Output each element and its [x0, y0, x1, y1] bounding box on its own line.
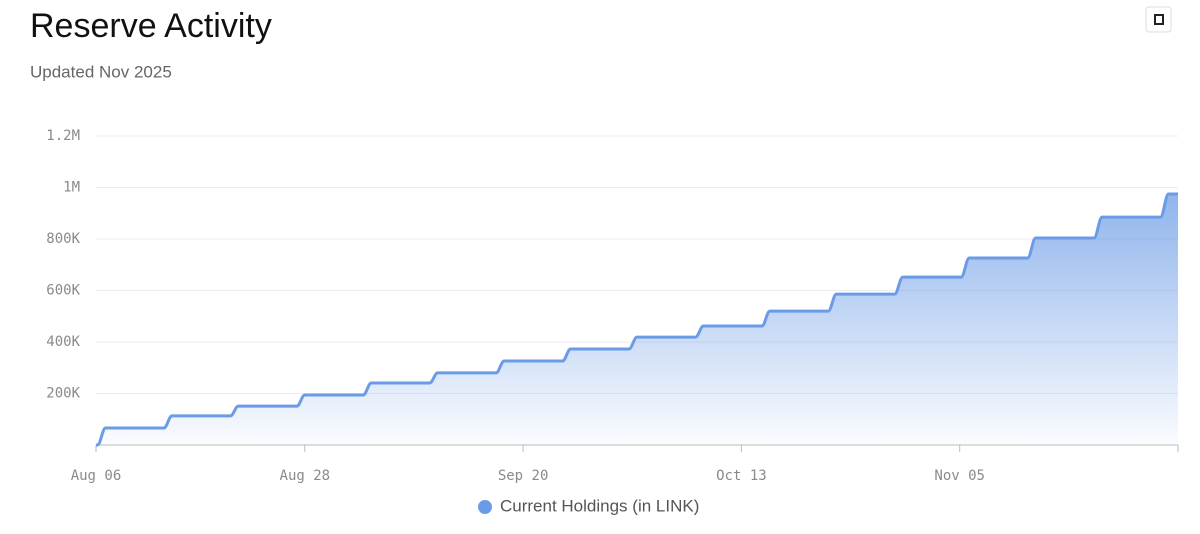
y-tick-label: 1.2M [46, 128, 80, 144]
area [96, 193, 1178, 445]
x-tick-label: Nov 05 [934, 468, 985, 484]
menu-button[interactable] [1145, 6, 1172, 33]
x-tick-label: Oct 13 [716, 468, 767, 484]
chart-subtitle: Updated Nov 2025 [30, 62, 172, 81]
x-tick-label: Aug 06 [71, 468, 122, 484]
x-tick-label: Sep 20 [498, 468, 549, 484]
line [95, 192, 1178, 447]
y-tick-label: 800K [46, 231, 80, 247]
y-tick-label: 1M [63, 180, 80, 196]
y-tick-label: 400K [46, 334, 80, 350]
y-tick-label: 600K [46, 283, 80, 299]
legend-label: Current Holdings (in LINK) [500, 496, 699, 515]
x-tick-label: Aug 28 [280, 468, 331, 484]
legend-marker [478, 500, 492, 514]
chart-title: Reserve Activity [30, 7, 272, 45]
y-tick-label: 200K [46, 386, 80, 402]
